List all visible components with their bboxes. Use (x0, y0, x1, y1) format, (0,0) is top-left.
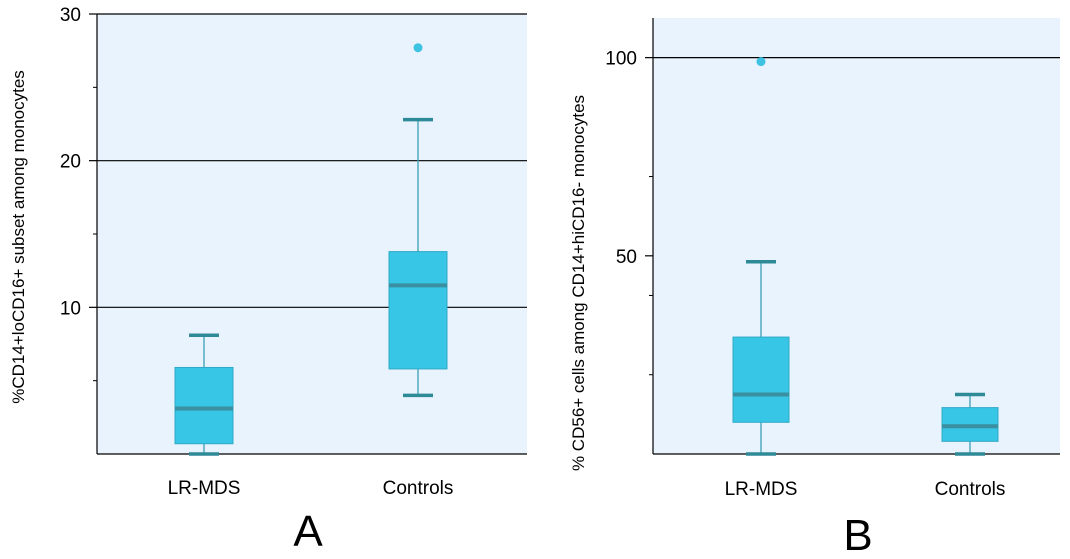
y-tick-label: 20 (60, 152, 81, 173)
box-iqr (732, 336, 790, 423)
x-category-label: Controls (383, 478, 454, 499)
panel-label: B (843, 511, 872, 559)
y-axis-label: % CD56+ cells among CD14+hiCD16- monocyt… (569, 95, 588, 471)
chart-panel-b: 50 100 % CD56+ cells among CD14+hiCD16- mo… (569, 18, 1060, 559)
y-tick-label: 50 (616, 247, 637, 268)
plot-area (653, 18, 1060, 454)
panel-label: A (293, 507, 323, 556)
box-lr-mds (174, 333, 234, 456)
y-axis-label: %CD14+loCD16+ subset among monocytes (9, 70, 28, 404)
plot-area (97, 14, 527, 454)
x-category-label: LR-MDS (168, 478, 241, 499)
box-controls (941, 392, 999, 456)
box-iqr (174, 366, 234, 445)
box-lr-mds (732, 57, 790, 456)
y-tick-label: 30 (60, 5, 81, 26)
box-iqr (388, 251, 448, 370)
outlier-point (413, 43, 423, 53)
x-category-label: Controls (935, 479, 1006, 500)
y-tick-label: 10 (60, 298, 81, 319)
chart-panel-a: 10 20 30 %CD14+loCD16+ subset among monocyt… (9, 5, 527, 556)
y-tick-label: 100 (605, 49, 637, 70)
x-category-label: LR-MDS (725, 479, 798, 500)
box-controls (388, 43, 448, 398)
outlier-point (756, 57, 766, 67)
